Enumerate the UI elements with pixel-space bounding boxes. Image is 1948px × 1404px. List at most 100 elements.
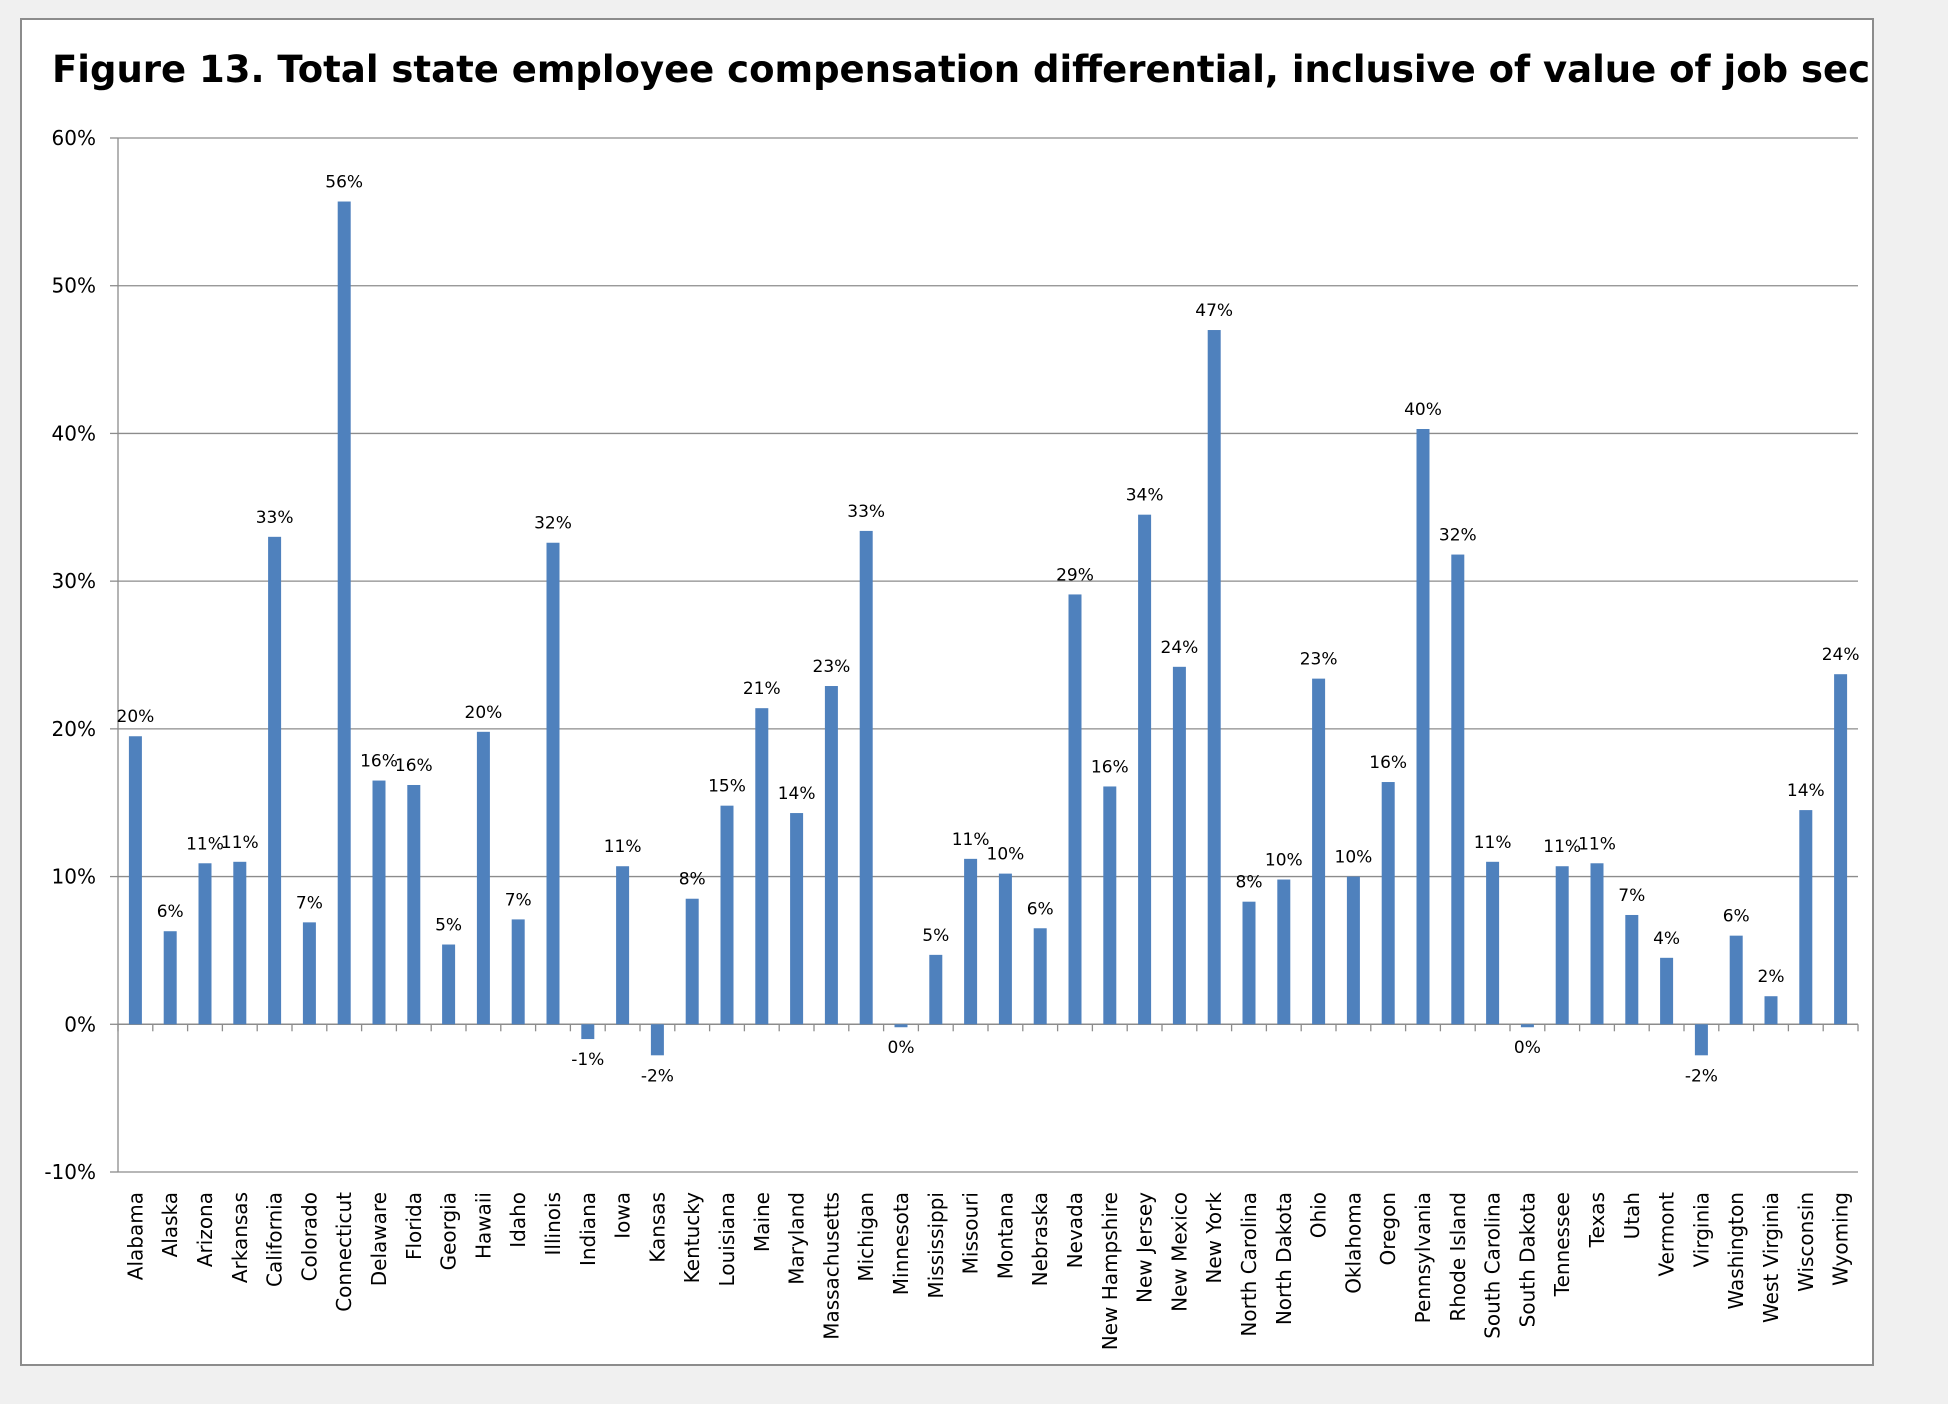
bar [1694, 1024, 1708, 1056]
bar [511, 919, 525, 1025]
data-label: 20% [465, 703, 503, 723]
x-tick-label: New Jersey [1133, 1192, 1157, 1303]
data-label: 0% [1514, 1038, 1541, 1058]
x-tick-label: Florida [402, 1192, 426, 1260]
data-label: 8% [679, 870, 706, 890]
x-tick-labels: Alabama Alaska Arizona Arkansas California Co… [123, 1192, 1852, 1351]
bar [616, 866, 630, 1025]
y-tick-label: 50% [52, 274, 96, 298]
data-label: 23% [1300, 650, 1338, 670]
x-tick-label: West Virginia [1759, 1192, 1783, 1323]
data-label: 29% [1056, 565, 1094, 585]
data-label: 2% [1758, 967, 1785, 987]
x-tick-label: Massachusetts [819, 1192, 843, 1340]
data-label: 4% [1653, 929, 1680, 949]
bar [1764, 996, 1778, 1025]
x-tick-label: Indiana [576, 1192, 600, 1266]
data-label: 11% [604, 837, 642, 857]
bar [546, 542, 560, 1025]
x-tick-label: Texas [1585, 1192, 1609, 1248]
data-label: 11% [221, 833, 259, 853]
x-tick-label: California [263, 1192, 287, 1287]
data-label: 5% [922, 926, 949, 946]
bar [1381, 782, 1395, 1025]
x-tick-label: Wyoming [1829, 1192, 1853, 1286]
x-tick-label: Maine [750, 1192, 774, 1252]
x-tick-label: North Dakota [1272, 1192, 1296, 1325]
bar [824, 686, 838, 1025]
bar [198, 863, 212, 1025]
bar [1416, 428, 1430, 1025]
data-label: 11% [1474, 833, 1512, 853]
x-tick-label: Alabama [123, 1192, 147, 1280]
bar [1033, 928, 1047, 1025]
bar [1520, 1024, 1534, 1028]
data-label: 16% [1369, 753, 1407, 773]
bar [929, 954, 943, 1025]
x-tick-label: Mississippi [924, 1192, 948, 1299]
x-tick-label: New Mexico [1167, 1192, 1191, 1312]
bar [1625, 914, 1639, 1025]
x-tick-label: Delaware [367, 1192, 391, 1286]
x-tick-label: Idaho [506, 1192, 530, 1248]
data-label: 11% [186, 834, 224, 854]
x-tick-label: Colorado [297, 1192, 321, 1281]
x-tick-label: Vermont [1655, 1192, 1679, 1277]
data-label: 15% [708, 777, 746, 797]
x-tick-label: Hawaii [471, 1192, 495, 1259]
x-tick-label: Rhode Island [1446, 1192, 1470, 1322]
data-label: 10% [1265, 851, 1303, 871]
bar [233, 861, 247, 1025]
bar [407, 784, 421, 1025]
x-tick-label: Montana [993, 1192, 1017, 1279]
bar [964, 858, 978, 1025]
x-tick-label: Washington [1724, 1192, 1748, 1310]
data-label: 24% [1822, 645, 1860, 665]
y-tick-label: -10% [44, 1160, 96, 1184]
bar [581, 1024, 595, 1040]
data-label: 10% [987, 845, 1025, 865]
data-label: 21% [743, 679, 781, 699]
bar [1242, 901, 1256, 1025]
x-tick-label: Alaska [158, 1192, 182, 1257]
data-label: 8% [1236, 873, 1263, 893]
bar [302, 922, 316, 1025]
bar [163, 931, 177, 1025]
data-label: 0% [888, 1038, 915, 1058]
data-label: 5% [435, 916, 462, 936]
data-label: 11% [1578, 834, 1616, 854]
data-label: 7% [505, 890, 532, 910]
x-tick-label: Kansas [645, 1192, 669, 1263]
data-label: 16% [360, 752, 398, 772]
x-tick-label: Wisconsin [1794, 1192, 1818, 1292]
bar [476, 731, 490, 1025]
x-tick-label: North Carolina [1237, 1192, 1261, 1337]
data-label: 33% [256, 508, 294, 528]
y-tick-labels: -10% 0% 10% 20% 30% 40% 50% 60% [44, 126, 96, 1184]
data-label: 32% [1439, 526, 1477, 546]
bar [1729, 935, 1743, 1025]
x-tick-label: New Hampshire [1098, 1192, 1122, 1350]
bar [720, 805, 734, 1025]
x-tick-label: Maryland [785, 1192, 809, 1285]
x-tick-label: Oregon [1376, 1192, 1400, 1265]
data-label: 32% [534, 514, 572, 534]
data-label: 24% [1161, 638, 1199, 658]
bar [1799, 810, 1813, 1025]
bar [1451, 554, 1465, 1025]
x-tick-label: Michigan [854, 1192, 878, 1282]
bar [337, 201, 351, 1025]
x-tick-label: Ohio [1307, 1192, 1331, 1238]
bar [685, 898, 699, 1025]
x-tick-label: South Carolina [1481, 1192, 1505, 1339]
y-tick-label: 40% [52, 421, 96, 445]
bar [1138, 514, 1152, 1025]
chart-frame: Figure 13. Total state employee compensa… [20, 18, 1874, 1366]
bar [1103, 786, 1117, 1025]
x-tick-label: Oklahoma [1341, 1192, 1365, 1294]
x-tick-label: Iowa [611, 1192, 635, 1239]
data-label: 20% [117, 707, 155, 727]
data-label: -2% [1685, 1066, 1718, 1086]
data-label: 47% [1195, 301, 1233, 321]
data-label: 7% [1618, 886, 1645, 906]
